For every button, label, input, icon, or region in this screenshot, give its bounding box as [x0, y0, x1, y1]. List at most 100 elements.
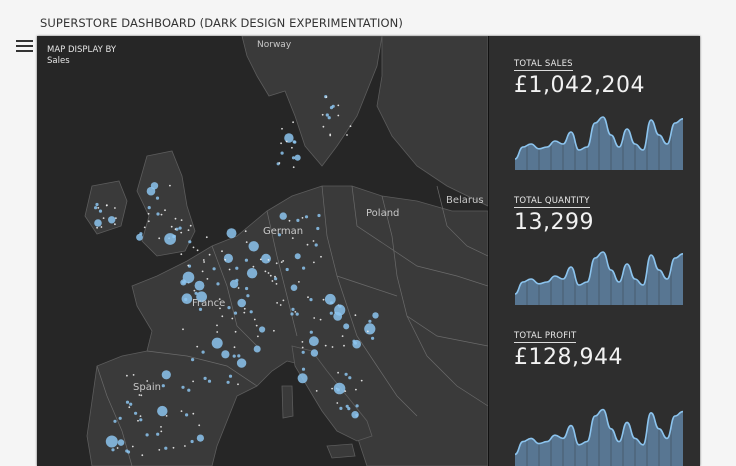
map-dot[interactable]	[164, 446, 168, 450]
map-dot[interactable]	[196, 434, 204, 442]
map-dot[interactable]	[203, 261, 206, 263]
map-dot[interactable]	[126, 450, 131, 454]
map-dot[interactable]	[309, 336, 319, 347]
map-dot[interactable]	[267, 259, 270, 261]
map-dot[interactable]	[291, 146, 293, 149]
map-dot[interactable]	[188, 240, 192, 244]
map-dot[interactable]	[169, 184, 171, 187]
map-dot[interactable]	[182, 271, 195, 284]
map-dot[interactable]	[129, 402, 133, 406]
map-dot[interactable]	[192, 246, 195, 249]
map-dot[interactable]	[190, 439, 194, 444]
map-dot[interactable]	[180, 253, 183, 256]
map-dot[interactable]	[279, 304, 282, 306]
map-dot[interactable]	[306, 243, 309, 246]
map-dot[interactable]	[297, 373, 308, 384]
map-dot[interactable]	[180, 219, 183, 222]
map-dot[interactable]	[178, 226, 182, 230]
map-dot[interactable]	[94, 206, 98, 210]
map-dot[interactable]	[172, 235, 176, 239]
map-dot[interactable]	[261, 253, 271, 264]
map-dot[interactable]	[137, 419, 139, 422]
map-dot[interactable]	[282, 299, 285, 302]
map-dot[interactable]	[366, 330, 369, 333]
map-dot[interactable]	[147, 220, 150, 223]
map-dot[interactable]	[170, 225, 173, 228]
map-dot[interactable]	[156, 212, 160, 216]
map-dot[interactable]	[172, 446, 175, 449]
map-dot[interactable]	[343, 323, 350, 330]
map-dot[interactable]	[237, 354, 241, 358]
map-dot[interactable]	[291, 156, 296, 160]
map-dot[interactable]	[253, 345, 261, 353]
map-dot[interactable]	[353, 341, 357, 345]
map-dot[interactable]	[156, 432, 160, 436]
map-dot[interactable]	[244, 230, 247, 233]
map-dot[interactable]	[139, 418, 143, 422]
map-dot[interactable]	[337, 371, 339, 374]
map-dot[interactable]	[292, 121, 294, 124]
map-dot[interactable]	[150, 182, 159, 190]
map-dot[interactable]	[337, 114, 340, 117]
map-dot[interactable]	[192, 412, 195, 415]
map-dot[interactable]	[243, 307, 246, 310]
map-dot[interactable]	[355, 404, 359, 408]
map-dot[interactable]	[245, 286, 249, 291]
map-dot[interactable]	[198, 307, 203, 311]
map-dot[interactable]	[233, 311, 238, 315]
map-dot[interactable]	[105, 435, 118, 448]
map-dot[interactable]	[181, 385, 185, 389]
map-dot[interactable]	[316, 226, 320, 231]
map-dot[interactable]	[321, 113, 324, 116]
map-dot[interactable]	[280, 261, 283, 263]
map-dot[interactable]	[221, 350, 230, 359]
map-dot[interactable]	[248, 241, 259, 252]
map-dot[interactable]	[223, 253, 233, 263]
map-dot[interactable]	[322, 125, 325, 128]
map-dot[interactable]	[277, 233, 281, 237]
map-dot[interactable]	[285, 140, 288, 143]
map-dot[interactable]	[237, 298, 246, 308]
map-dot[interactable]	[279, 212, 287, 220]
map-dot[interactable]	[160, 213, 163, 216]
map-dot[interactable]	[140, 394, 143, 397]
map-dot[interactable]	[117, 439, 125, 446]
map-dot[interactable]	[182, 280, 186, 284]
map-dot[interactable]	[118, 416, 122, 420]
map-dot[interactable]	[278, 162, 281, 164]
map-dot[interactable]	[185, 413, 189, 417]
map-dot[interactable]	[292, 166, 295, 169]
map-dot[interactable]	[180, 231, 183, 234]
map-dot[interactable]	[161, 384, 165, 388]
map-dot[interactable]	[309, 298, 313, 302]
map-dot[interactable]	[165, 415, 168, 417]
map-dot[interactable]	[203, 376, 207, 380]
map-dot[interactable]	[331, 104, 335, 108]
map-dot[interactable]	[313, 317, 316, 319]
map-dot[interactable]	[325, 113, 329, 117]
map-dot[interactable]	[267, 272, 270, 274]
map-dot[interactable]	[160, 430, 163, 433]
map-dot[interactable]	[302, 266, 306, 270]
map-dot[interactable]	[364, 323, 376, 335]
map-dot[interactable]	[211, 337, 223, 349]
map-dot[interactable]	[296, 218, 300, 222]
map-dot[interactable]	[201, 350, 205, 354]
map-dot[interactable]	[229, 279, 239, 289]
map-dot[interactable]	[291, 307, 295, 311]
map-dot[interactable]	[312, 240, 315, 242]
map-dot[interactable]	[344, 372, 348, 376]
profit-sparkline[interactable]	[514, 394, 684, 466]
map-dot[interactable]	[189, 224, 192, 227]
map-dot[interactable]	[341, 335, 344, 337]
map-dot[interactable]	[218, 298, 221, 300]
map-dot[interactable]	[131, 445, 134, 448]
map-dot[interactable]	[291, 237, 294, 240]
map-dot[interactable]	[96, 226, 98, 229]
map-dot[interactable]	[253, 318, 256, 321]
map-dot[interactable]	[184, 445, 186, 447]
map-dot[interactable]	[284, 133, 294, 143]
map-dot[interactable]	[288, 219, 291, 222]
map-dot[interactable]	[368, 319, 372, 323]
map-dot[interactable]	[301, 341, 304, 343]
